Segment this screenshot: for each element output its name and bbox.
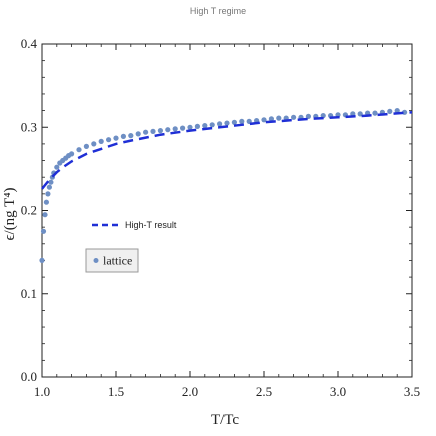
legend-lattice-marker xyxy=(93,258,99,263)
y-axis-ticks: 0.0 0.1 0.2 0.3 0.4 xyxy=(21,36,412,384)
lattice-point xyxy=(69,151,75,157)
legend-high-t: High-T result xyxy=(92,220,177,230)
lattice-point xyxy=(54,164,60,170)
lattice-point xyxy=(172,126,178,132)
x-tick-label: 2.5 xyxy=(256,384,272,399)
lattice-point xyxy=(113,135,119,141)
x-tick-label: 1.5 xyxy=(108,384,124,399)
lattice-point xyxy=(48,179,54,185)
lattice-point xyxy=(268,116,274,122)
high-t-result-line xyxy=(41,111,413,190)
y-tick-label: 0.3 xyxy=(21,119,37,134)
legend-lattice-label: lattice xyxy=(103,254,132,268)
y-tick-label: 0.1 xyxy=(21,286,37,301)
lattice-point xyxy=(224,120,230,126)
lattice-point xyxy=(180,125,186,131)
lattice-point xyxy=(387,108,393,114)
lattice-point xyxy=(106,137,112,143)
lattice-point xyxy=(135,131,141,137)
lattice-point xyxy=(239,118,245,124)
lattice-point xyxy=(157,128,163,134)
legend-lattice-box xyxy=(85,248,139,273)
y-tick-label: 0.2 xyxy=(21,203,37,218)
lattice-point xyxy=(42,212,48,218)
lattice-point xyxy=(305,113,311,119)
x-axis-ticks: 1.0 1.5 2.0 2.5 3.0 3.5 xyxy=(34,44,420,399)
lattice-point xyxy=(150,128,156,134)
lattice-point xyxy=(43,199,50,205)
y-tick-label: 0.4 xyxy=(21,36,38,51)
legend-high-t-label: High-T result xyxy=(125,220,177,230)
x-tick-label: 3.5 xyxy=(404,384,420,399)
lattice-point xyxy=(45,191,51,197)
x-tick-label: 3.0 xyxy=(330,384,346,399)
plot-frame xyxy=(41,43,413,378)
lattice-point xyxy=(143,129,149,135)
plot-border xyxy=(41,43,413,378)
lattice-point xyxy=(231,119,237,125)
lattice-point xyxy=(357,111,363,117)
y-tick-label: 0.0 xyxy=(21,369,37,384)
lattice-point xyxy=(202,123,208,129)
lattice-point xyxy=(276,115,282,121)
lattice-point xyxy=(394,108,400,114)
lattice-point xyxy=(46,184,53,190)
series-layer xyxy=(39,108,413,263)
lattice-point xyxy=(128,133,134,139)
x-tick-label: 1.0 xyxy=(34,384,50,399)
legend-lattice: lattice xyxy=(85,248,139,273)
chart-title: High T regime xyxy=(190,6,246,16)
y-axis-label: ϵ/(ng T⁴) xyxy=(2,187,18,240)
lattice-point xyxy=(76,147,82,153)
lattice-point xyxy=(209,122,215,128)
lattice-point xyxy=(217,121,223,127)
lattice-point xyxy=(98,138,104,144)
lattice-point xyxy=(194,123,200,129)
lattice-point xyxy=(320,113,326,119)
x-tick-label: 2.0 xyxy=(182,384,198,399)
lattice-point xyxy=(91,141,97,147)
lattice-point xyxy=(39,257,45,263)
lattice-point xyxy=(83,143,89,149)
lattice-point xyxy=(291,114,297,120)
lattice-point xyxy=(261,117,267,123)
x-axis-label: T/Tc xyxy=(211,412,239,428)
lattice-point xyxy=(165,127,171,133)
lattice-point xyxy=(120,133,126,139)
lattice-point xyxy=(372,110,378,116)
lattice-point xyxy=(40,228,47,234)
lattice-point xyxy=(187,124,193,130)
